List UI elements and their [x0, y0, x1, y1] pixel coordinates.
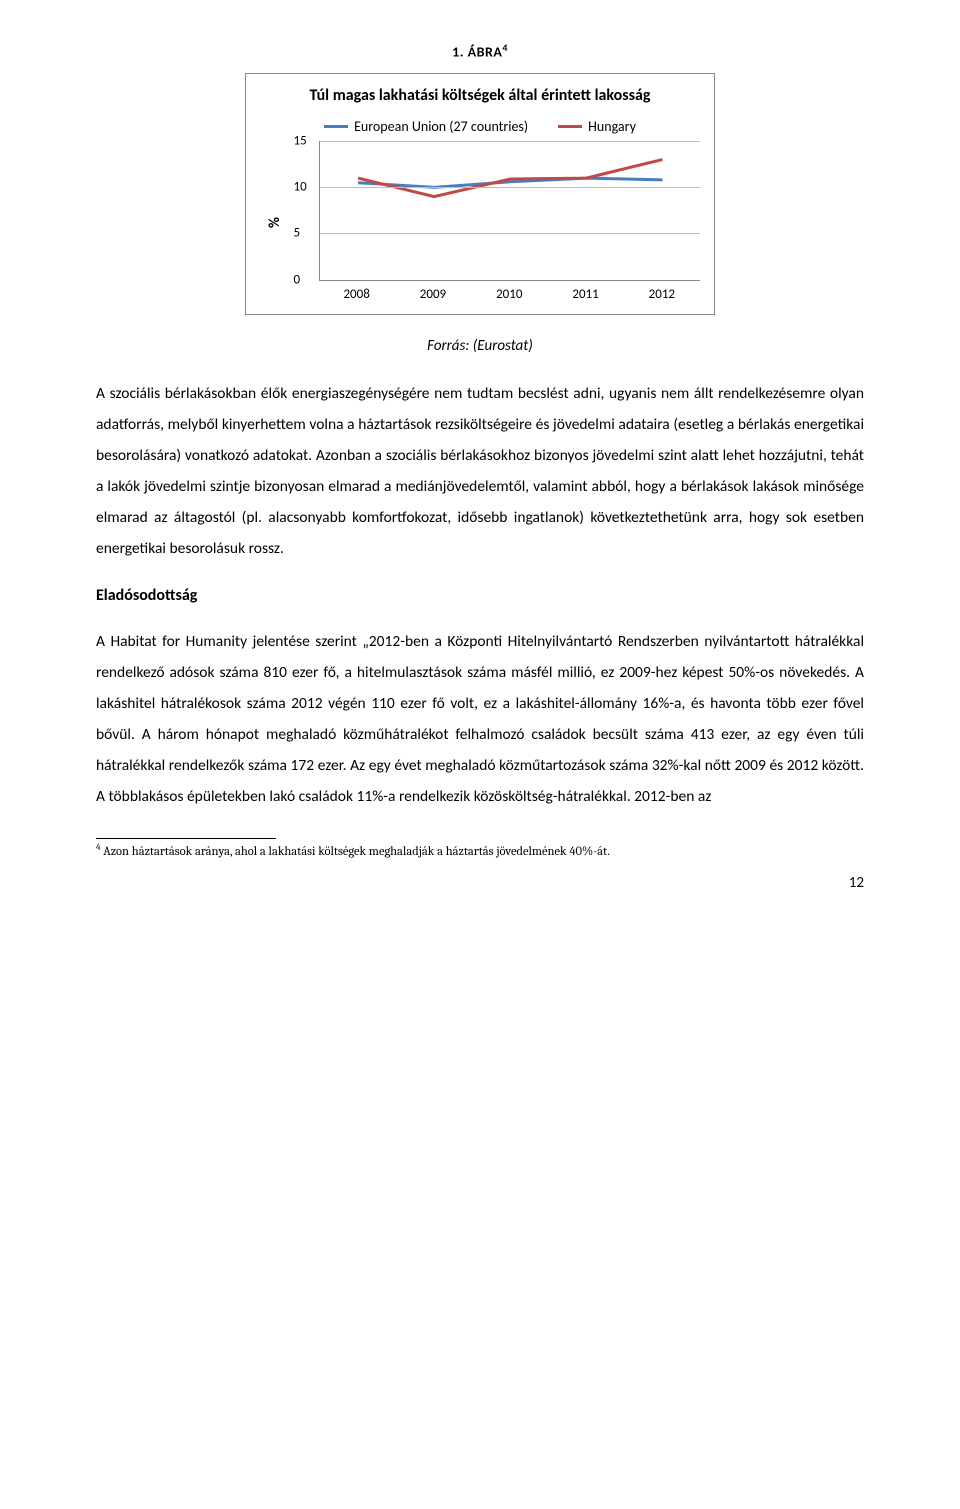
- page-number: 12: [96, 872, 864, 895]
- footnote-mark: 4: [96, 843, 100, 853]
- chart-ytick: 10: [294, 177, 307, 197]
- paragraph-2: A Habitat for Humanity jelentése szerint…: [96, 626, 864, 812]
- chart-xtick: 2012: [624, 285, 700, 305]
- chart-gridline: [320, 187, 701, 188]
- chart-xtick: 2008: [319, 285, 395, 305]
- legend-label-0: European Union (27 countries): [354, 116, 528, 137]
- chart-container: Túl magas lakhatási költségek által érin…: [245, 73, 715, 316]
- figure-footnote-mark: 4: [502, 41, 508, 54]
- footnote-separator: [96, 838, 276, 839]
- footnote: 4 Azon háztartások aránya, ahol a lakhat…: [96, 842, 864, 862]
- legend-swatch-1: [558, 125, 582, 128]
- figure-label-word: ÁBRA: [468, 44, 503, 61]
- chart-plot: 051015: [319, 141, 701, 281]
- chart-ylabel: %: [260, 217, 291, 228]
- chart-xtick: 2011: [547, 285, 623, 305]
- chart-ytick: 0: [294, 270, 301, 290]
- chart-title: Túl magas lakhatási költségek által érin…: [260, 84, 700, 108]
- figure-label: 1. ÁBRA4: [96, 40, 864, 63]
- chart-xticks: 20082009201020112012: [319, 285, 701, 305]
- chart-xtick: 2009: [395, 285, 471, 305]
- chart-legend: European Union (27 countries) Hungary: [260, 116, 700, 137]
- legend-swatch-0: [324, 125, 348, 128]
- paragraph-1: A szociális bérlakásokban élők energiasz…: [96, 378, 864, 564]
- legend-label-1: Hungary: [588, 116, 636, 137]
- plot-wrap: 051015 20082009201020112012: [291, 141, 701, 305]
- footnote-text: Azon háztartások aránya, ahol a lakhatás…: [103, 845, 610, 859]
- chart-lines-svg: [320, 141, 701, 280]
- legend-item-0: European Union (27 countries): [324, 116, 528, 137]
- chart-gridline: [320, 141, 701, 142]
- section-heading: Eladósodottság: [96, 584, 864, 608]
- chart-ytick: 15: [294, 131, 307, 151]
- figure-label-prefix: 1.: [452, 44, 464, 61]
- chart-ytick: 5: [294, 224, 301, 244]
- chart-body: % 051015 20082009201020112012: [260, 141, 700, 305]
- chart-gridline: [320, 233, 701, 234]
- chart-xtick: 2010: [471, 285, 547, 305]
- legend-item-1: Hungary: [558, 116, 636, 137]
- chart-source: Forrás: (Eurostat): [96, 335, 864, 358]
